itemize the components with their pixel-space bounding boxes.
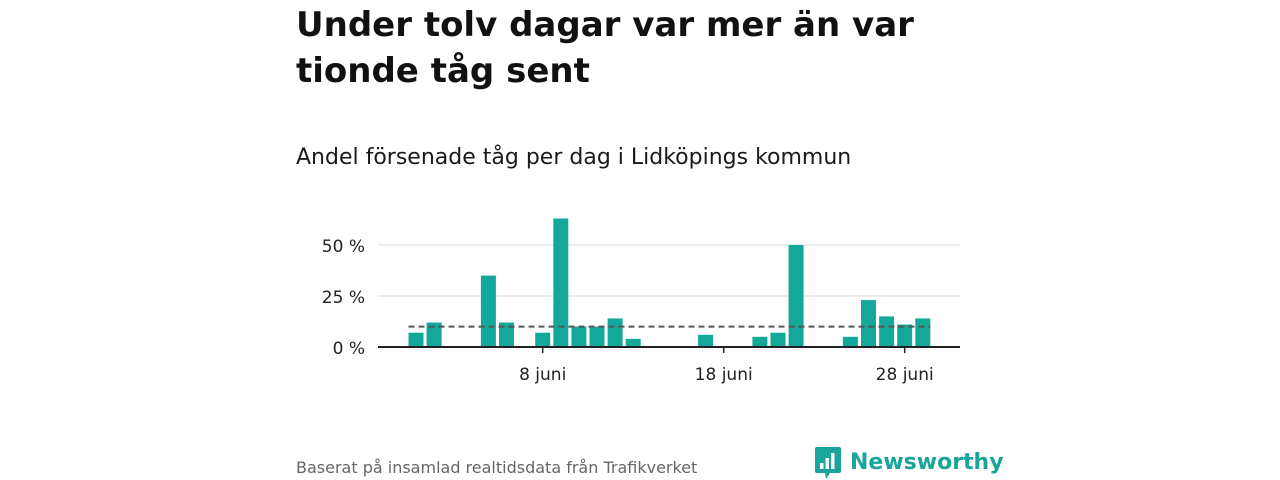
bar-day-22 xyxy=(788,245,804,347)
bar-day-12 xyxy=(607,318,623,347)
bar-day-20 xyxy=(752,336,768,347)
bar-chart-logo-icon xyxy=(815,447,841,479)
bar-day-2 xyxy=(426,322,442,347)
bar-day-17 xyxy=(698,334,714,347)
chart-subtitle: Andel försenade tåg per dag i Lidköpings… xyxy=(296,145,852,170)
bar-day-21 xyxy=(770,332,786,347)
axes xyxy=(378,346,960,353)
chart-title: Under tolv dagar var mer än var tionde t… xyxy=(296,5,914,91)
source-note: Baserat på insamlad realtidsdata från Tr… xyxy=(296,458,698,477)
bar-day-27 xyxy=(879,316,895,347)
brand-name: Newsworthy xyxy=(850,450,1004,475)
bars xyxy=(408,218,931,347)
x-tick-label-18: 18 juni xyxy=(695,365,753,385)
grid-lines xyxy=(378,244,960,297)
bar-day-6 xyxy=(499,322,514,347)
y-tick-label-0: 0 % xyxy=(333,339,365,359)
bar-day-9 xyxy=(553,218,569,347)
bar-day-11 xyxy=(589,326,605,347)
bar-day-26 xyxy=(861,300,876,347)
tick-labels: 0 % 25 % 50 % 8 juni 18 juni 28 juni xyxy=(322,237,934,385)
bar-day-1 xyxy=(408,332,424,347)
x-tick-label-8: 8 juni xyxy=(519,365,566,385)
bar-chart: 0 % 25 % 50 % 8 juni 18 juni 28 juni xyxy=(322,218,960,385)
bar-day-10 xyxy=(571,326,587,347)
bar-day-5 xyxy=(480,275,496,347)
x-tick-label-28: 28 juni xyxy=(876,365,934,385)
bar-day-25 xyxy=(842,336,858,347)
brand-logo: Newsworthy xyxy=(814,446,1004,480)
y-tick-label-50: 50 % xyxy=(322,237,365,257)
y-tick-label-25: 25 % xyxy=(322,288,365,308)
bar-day-29 xyxy=(915,318,931,347)
bar-day-13 xyxy=(625,338,641,347)
bar-day-8 xyxy=(535,332,551,347)
bar-day-28 xyxy=(897,324,913,347)
